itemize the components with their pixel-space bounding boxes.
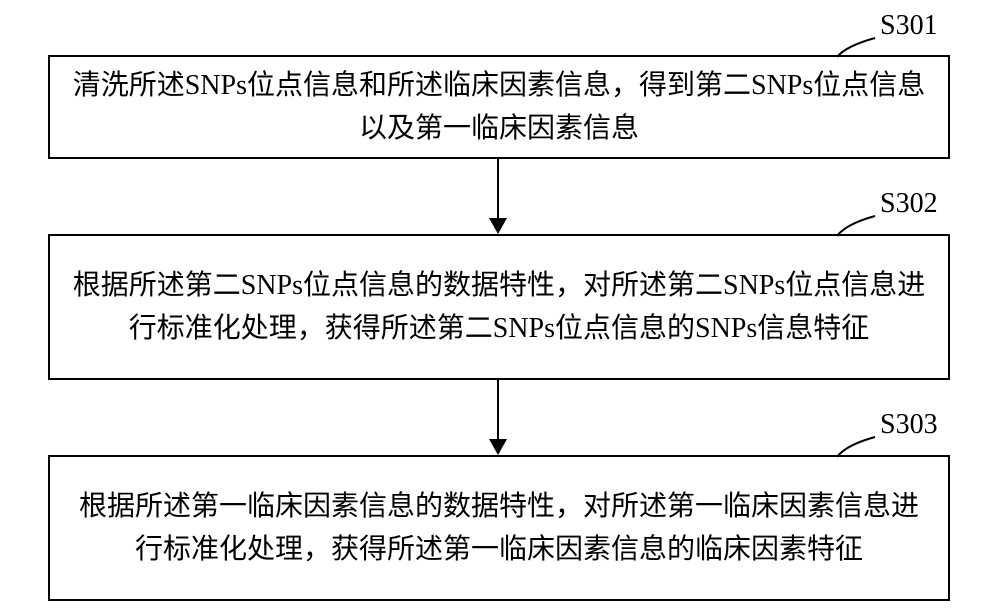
arrow-s302-to-s303	[0, 0, 1000, 614]
flowchart-diagram: 清洗所述SNPs位点信息和所述临床因素信息，得到第二SNPs位点信息以及第一临床…	[0, 0, 1000, 614]
